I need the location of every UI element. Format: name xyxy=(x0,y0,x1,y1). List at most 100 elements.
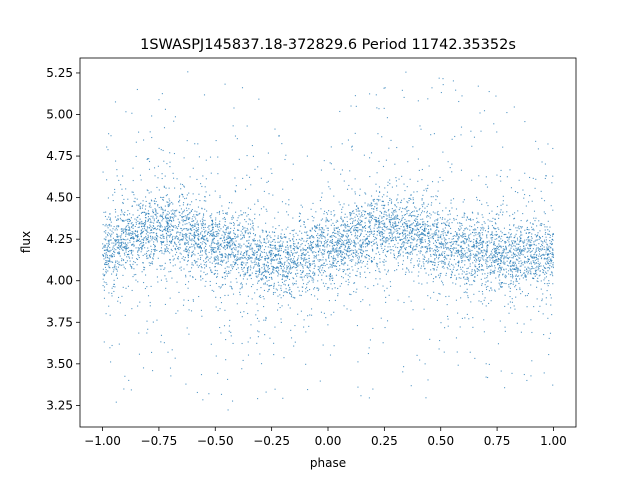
data-point xyxy=(548,256,550,258)
data-point xyxy=(288,253,290,255)
data-point xyxy=(403,233,405,235)
data-point xyxy=(340,225,342,227)
data-point xyxy=(195,242,198,244)
data-point xyxy=(244,230,246,232)
data-point xyxy=(222,212,224,215)
data-point xyxy=(323,252,325,254)
scatter-points xyxy=(102,71,555,411)
data-point xyxy=(240,214,242,216)
data-point xyxy=(129,220,131,222)
data-point xyxy=(280,235,282,237)
data-point xyxy=(136,258,139,261)
data-point xyxy=(349,272,351,274)
data-point xyxy=(113,254,115,256)
data-point xyxy=(515,258,517,260)
data-point xyxy=(528,236,530,238)
data-point xyxy=(373,235,375,237)
data-point xyxy=(331,288,333,290)
data-point xyxy=(434,223,436,225)
data-point xyxy=(129,241,131,243)
data-point xyxy=(479,259,482,261)
data-point xyxy=(166,225,168,227)
data-point xyxy=(312,271,314,273)
data-point xyxy=(510,269,512,271)
data-point xyxy=(458,273,460,275)
data-point xyxy=(529,222,531,224)
data-point xyxy=(333,195,335,197)
data-point xyxy=(367,226,370,228)
data-point xyxy=(193,253,195,255)
data-point xyxy=(370,219,372,221)
data-point xyxy=(194,223,196,225)
data-point xyxy=(368,255,371,257)
data-point xyxy=(475,240,477,242)
data-point xyxy=(406,206,408,208)
data-point xyxy=(204,226,206,228)
data-point xyxy=(187,254,189,256)
data-point xyxy=(170,248,172,250)
data-point xyxy=(404,222,406,224)
data-point xyxy=(156,225,159,227)
data-point xyxy=(289,254,291,256)
data-point xyxy=(320,264,322,267)
data-point xyxy=(402,242,404,244)
data-point xyxy=(508,224,511,226)
data-point xyxy=(385,301,387,303)
data-point xyxy=(218,245,220,247)
data-point xyxy=(434,244,436,246)
data-point xyxy=(264,267,266,269)
data-point xyxy=(200,374,203,376)
data-point xyxy=(475,234,477,236)
data-point xyxy=(162,211,164,213)
data-point xyxy=(251,144,253,147)
data-point xyxy=(274,267,277,269)
data-point xyxy=(292,163,294,165)
data-point xyxy=(420,212,423,214)
data-point xyxy=(319,380,321,382)
data-point xyxy=(322,235,324,237)
data-point xyxy=(302,267,304,269)
data-point xyxy=(263,283,265,285)
data-point xyxy=(349,247,351,250)
data-point xyxy=(241,286,243,288)
data-point xyxy=(213,231,215,233)
data-point xyxy=(328,287,330,289)
data-point xyxy=(200,266,202,268)
data-point xyxy=(269,337,271,339)
data-point xyxy=(329,274,331,276)
data-point xyxy=(332,277,334,279)
data-point xyxy=(422,224,425,226)
data-point xyxy=(523,261,525,263)
data-point xyxy=(445,234,447,236)
data-point xyxy=(474,271,476,273)
data-point xyxy=(140,212,143,214)
data-point xyxy=(373,285,375,287)
data-point xyxy=(333,229,335,231)
data-point xyxy=(263,241,265,243)
data-point xyxy=(233,224,235,227)
data-point xyxy=(460,241,462,243)
data-point xyxy=(482,258,484,260)
data-point xyxy=(455,240,457,242)
data-point xyxy=(520,234,522,236)
data-point xyxy=(229,231,232,233)
data-point xyxy=(376,198,378,200)
data-point xyxy=(112,271,114,273)
data-point xyxy=(495,223,497,225)
data-point xyxy=(334,214,336,216)
data-point xyxy=(128,223,130,225)
data-point xyxy=(104,245,106,247)
data-point xyxy=(535,256,537,259)
data-point xyxy=(395,246,397,248)
data-point xyxy=(391,211,393,213)
data-point xyxy=(325,317,327,319)
data-point xyxy=(479,234,481,236)
data-point xyxy=(478,244,480,246)
data-point xyxy=(226,236,228,238)
data-point xyxy=(406,210,408,212)
data-point xyxy=(527,293,529,295)
data-point xyxy=(286,257,288,259)
data-point xyxy=(315,225,317,227)
data-point xyxy=(121,228,123,230)
data-point xyxy=(241,267,243,269)
